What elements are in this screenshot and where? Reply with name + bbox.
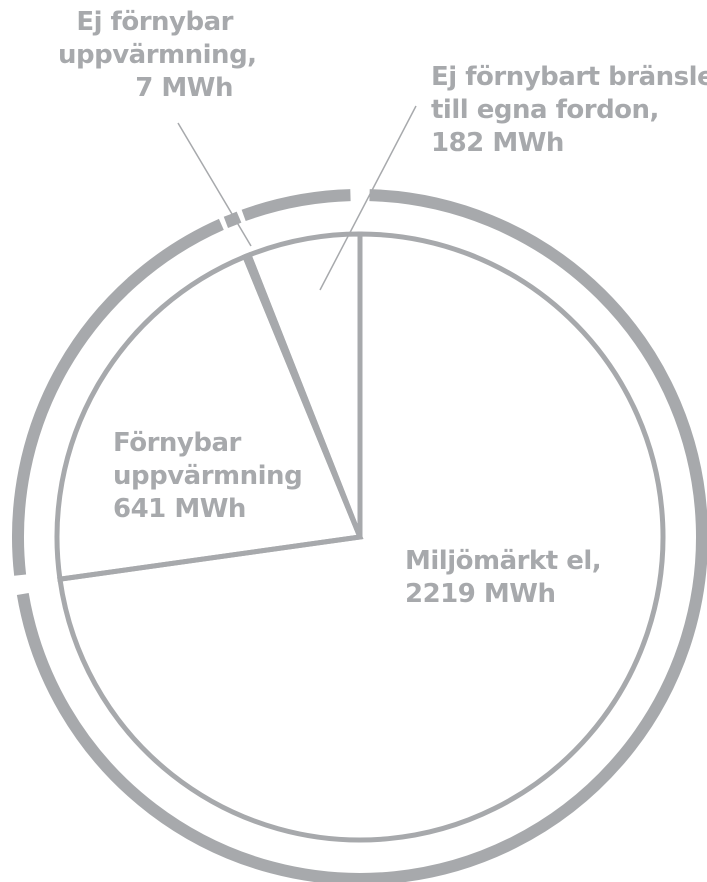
leader-line-ej-fornybar-uppvarmning	[177, 122, 252, 247]
outer-ring-segment-fornybar-uppvarmning	[12, 218, 224, 576]
outer-ring-segment-ej-fornybart-bransle-till-egna-fordon	[241, 189, 351, 222]
slice-label-line: 7 MWh	[135, 73, 233, 103]
slice-label-line: 182 MWh	[431, 128, 564, 158]
slice-label-line: uppvärmning,	[58, 40, 257, 70]
outer-ring-segment-miljomarkt-el	[16, 189, 707, 882]
pie-slice-miljomarkt-el	[57, 231, 666, 843]
slice-label-line: Förnybar	[113, 428, 241, 458]
slice-label-line: Ej förnybart bränsle	[431, 62, 707, 92]
slice-label-line: 2219 MWh	[405, 579, 556, 609]
slice-label-ej-fornybart-bransle: Ej förnybart bränsle till egna fordon, 1…	[431, 61, 707, 160]
pie-slice-ej-fornybart-bransle-till-egna-fordon	[245, 231, 363, 538]
pie-slice-fornybar-uppvarmning	[54, 253, 364, 582]
slice-label-miljomarkt-el: Miljömärkt el, 2219 MWh	[405, 545, 602, 611]
slice-label-ej-fornybar-uppvarmning: Ej förnybar uppvärmning, 7 MWh	[58, 6, 257, 105]
slice-label-line: uppvärmning	[113, 461, 303, 491]
leader-line-ej-fornybart-bransle	[319, 105, 417, 291]
slice-label-fornybar-uppvarmning: Förnybar uppvärmning 641 MWh	[113, 427, 303, 526]
outer-ring-segment-ej-fornybar-uppvarmning	[223, 211, 242, 229]
slice-label-line: Ej förnybar	[76, 7, 233, 37]
slice-label-line: till egna fordon,	[431, 95, 659, 125]
slice-label-line: Miljömärkt el,	[405, 546, 602, 576]
slice-label-line: 641 MWh	[113, 494, 246, 524]
